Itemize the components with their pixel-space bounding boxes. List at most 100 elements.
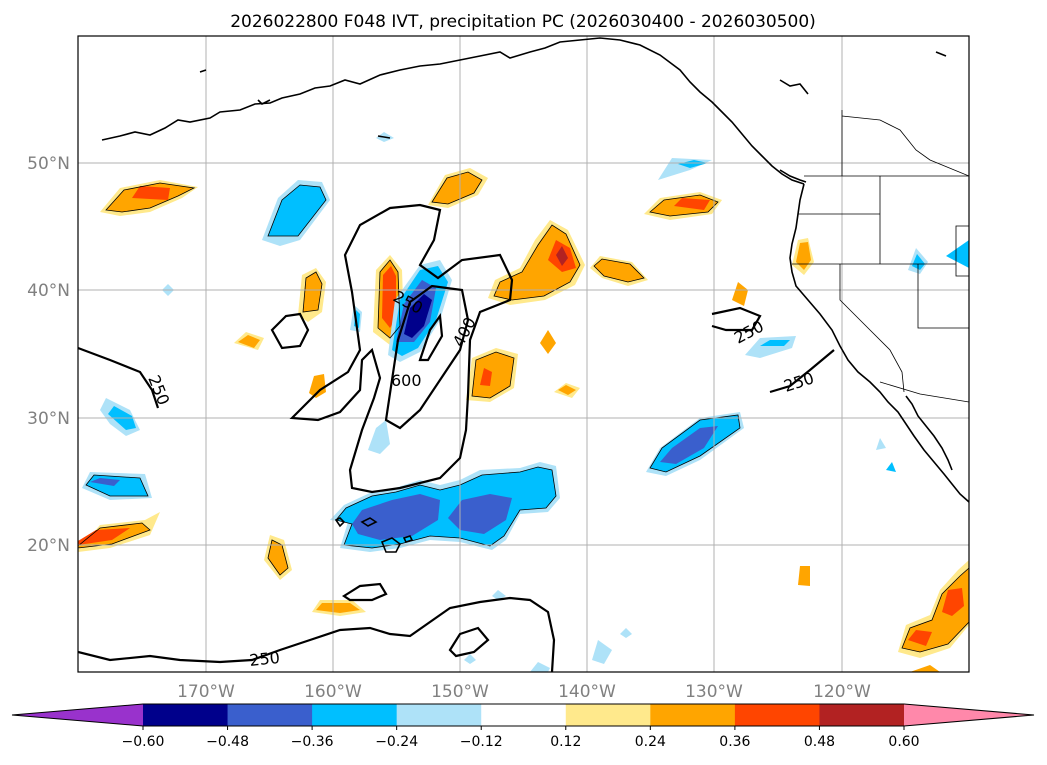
contour-label: 250: [144, 372, 173, 407]
positive-anomaly-regions: [78, 168, 969, 672]
positive-anomaly-blob: [268, 540, 288, 575]
hawaii-island: [380, 537, 402, 553]
colorbar-tick-label: 0.36: [719, 734, 750, 750]
lon-label: 150°W: [431, 682, 489, 702]
colorbar-tick-label: −0.60: [122, 734, 165, 750]
positive-anomaly-blob: [382, 266, 396, 328]
anomaly-outline: [78, 522, 151, 549]
negative-anomaly-blob: [660, 426, 718, 464]
ivt-contour-loop: [341, 582, 388, 602]
anomaly-outline: [901, 567, 969, 653]
negative-anomaly-blob: [886, 462, 896, 472]
positive-anomaly-blob: [942, 588, 964, 616]
colorbar-segment: [227, 704, 313, 726]
colorbar-segment: [396, 704, 482, 726]
colorbar-extend-max: [904, 704, 1034, 726]
lon-label: 170°W: [177, 682, 235, 702]
ivt-contour-left: [78, 346, 160, 409]
map-frame: [77, 35, 970, 673]
negative-anomaly-blob: [90, 478, 120, 486]
positive-anomaly-blob: [303, 272, 322, 312]
anomaly-outline: [649, 194, 719, 217]
ivt-contour-east: [711, 306, 762, 332]
anomaly-outline: [267, 184, 327, 237]
lat-label: 40°N: [27, 281, 70, 301]
positive-anomaly-blob: [316, 603, 360, 613]
anomaly-outline: [493, 224, 581, 301]
figure-title: 2026022800 F048 IVT, precipitation PC (2…: [230, 12, 816, 32]
lon-label: 120°W: [813, 682, 871, 702]
map-plot-area: 250 400 600 250 250 250 250: [78, 36, 969, 672]
negative-anomaly-blob: [912, 254, 925, 270]
state-border: [917, 264, 969, 329]
negative-anomaly-blob: [946, 240, 969, 268]
ivt-contour-400: [384, 284, 470, 430]
negative-anomaly-blob: [876, 438, 886, 450]
ivt-contour-250: [289, 203, 514, 494]
positive-anomaly-blob: [674, 198, 710, 210]
colorbar-segment: [819, 704, 905, 726]
positive-anomaly-blob: [238, 335, 260, 348]
hawaii-island: [402, 535, 414, 543]
negative-anomaly-blob: [404, 294, 432, 338]
anomaly-outline: [85, 474, 149, 497]
ivt-contour-coast: [769, 349, 835, 394]
contour-label: 250: [781, 368, 816, 396]
positive-anomaly-blob: [796, 242, 811, 270]
lat-label: 50°N: [27, 154, 70, 174]
colorbar-tick-label: 0.24: [635, 734, 666, 750]
positive-anomaly-blob: [472, 352, 514, 398]
positive-anomaly-blob: [480, 368, 492, 386]
alaska-coastline: [101, 37, 805, 185]
negative-anomaly-blob: [464, 654, 476, 664]
ivt-contour-600: [418, 312, 444, 362]
colorbar-segment: [734, 704, 820, 726]
colorbar-tick-label: −0.48: [206, 734, 249, 750]
colorbar-tick-label: −0.24: [375, 734, 418, 750]
colorbar-tick-label: −0.12: [460, 734, 503, 750]
lon-label: 160°W: [304, 682, 362, 702]
contour-label: 600: [391, 371, 422, 390]
positive-anomaly-blob: [732, 282, 748, 306]
negative-anomaly-blob: [592, 640, 612, 664]
island-coastline: [199, 69, 207, 73]
positive-anomaly-blob: [908, 630, 932, 646]
positive-anomaly-blob: [432, 172, 482, 204]
negative-anomaly-blob: [268, 185, 326, 236]
colorbar-segment: [312, 704, 398, 726]
hawaii-island: [334, 517, 346, 528]
coastlines: [101, 37, 969, 553]
anomaly-outline: [471, 351, 515, 399]
positive-anomaly-blob: [309, 374, 326, 398]
state-border: [841, 115, 969, 177]
ivt-contours: [78, 203, 835, 672]
lon-label: 140°W: [558, 682, 616, 702]
latitude-labels: 50°N 40°N 30°N 20°N: [27, 154, 70, 556]
anomaly-outlines: [78, 171, 969, 653]
hawaii-island: [360, 517, 378, 527]
lat-label: 20°N: [27, 536, 70, 556]
anomaly-outline: [302, 271, 323, 313]
contour-label: 250: [248, 648, 280, 670]
colorbar-tick-label: 0.12: [550, 734, 581, 750]
mexico-border: [879, 381, 969, 403]
gridlines: [78, 36, 969, 672]
longitude-labels: 170°W 160°W 150°W 140°W 130°W 120°W: [177, 682, 871, 702]
ivt-contour-loop: [448, 626, 490, 658]
positive-anomaly-blob: [910, 665, 940, 672]
colorbar-tick-label: −0.36: [291, 734, 334, 750]
colorbar-segment: [565, 704, 651, 726]
island-coastline: [257, 99, 271, 105]
colorbar-segment: [481, 704, 567, 726]
negative-anomaly-blob: [658, 158, 712, 180]
positive-anomaly-blob: [556, 246, 568, 266]
negative-anomaly-blob: [368, 420, 390, 454]
ivt-contour-small: [270, 312, 310, 350]
positive-anomaly-blob: [132, 186, 170, 200]
anomaly-outline: [649, 414, 741, 473]
negative-anomaly-blob: [760, 340, 790, 346]
negative-anomaly-blob: [678, 160, 708, 168]
negative-anomaly-blob: [352, 494, 440, 540]
colorbar: −0.60 −0.48 −0.36 −0.24 −0.12 0.12 0.24 0.36 0.4…: [11, 703, 1035, 750]
